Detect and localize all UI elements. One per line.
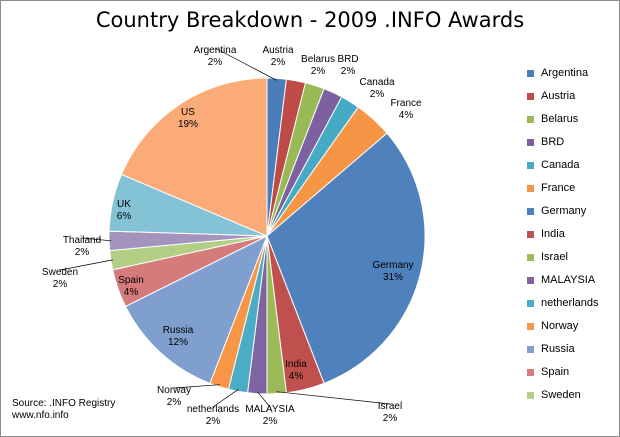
legend-label: Sweden — [541, 389, 581, 401]
slice-label-thailand: Thailand 2% — [63, 235, 101, 258]
legend-swatch — [527, 230, 534, 238]
legend-label: Norway — [541, 320, 579, 332]
chart-title: Country Breakdown - 2009 .INFO Awards — [95, 8, 525, 32]
legend-item-argentina: Argentina — [527, 65, 588, 81]
slice-label-argentina: Argentina 2% — [194, 45, 237, 68]
slice-label-sweden: Sweden 2% — [42, 267, 78, 290]
slice-label-spain: Spain 4% — [118, 275, 144, 298]
legend-swatch — [527, 276, 534, 284]
legend-item-netherlands: netherlands — [527, 295, 599, 311]
legend-label: Russia — [541, 343, 575, 355]
legend-swatch — [527, 69, 534, 77]
legend-label: Germany — [541, 205, 587, 217]
slice-label-germany: Germany 31% — [372, 260, 413, 283]
legend-swatch — [527, 345, 534, 353]
slice-label-canada: Canada 2% — [359, 77, 394, 100]
slice-russia — [124, 234, 268, 384]
legend-item-sweden: Sweden — [527, 387, 581, 403]
legend-item-malaysia: MALAYSIA — [527, 272, 595, 288]
slice-label-brd: BRD 2% — [337, 54, 358, 77]
leader-line-malaysia — [257, 391, 271, 408]
slice-label-france: France 4% — [390, 98, 422, 121]
legend-swatch — [527, 391, 534, 399]
leader-lines — [59, 47, 391, 408]
legend-swatch — [527, 115, 534, 123]
slice-label-netherlands: netherlands 2% — [187, 404, 239, 427]
pie-slices — [108, 77, 426, 395]
leader-line-thailand — [81, 237, 112, 242]
legend-item-russia: Russia — [527, 341, 575, 357]
legend-label: BRD — [541, 136, 565, 148]
legend-label: India — [541, 228, 565, 240]
slice-label-austria: Austria 2% — [262, 45, 294, 68]
leader-line-sweden — [59, 259, 113, 271]
legend-label: Austria — [541, 90, 576, 102]
slice-labels: Argentina 2% Austria 2% Belarus 2%BRD 2%Canada… — [42, 45, 422, 427]
slice-germany — [266, 132, 426, 384]
legend-label: Israel — [541, 251, 568, 263]
legend-item-norway: Norway — [527, 318, 578, 334]
legend-item-germany: Germany — [527, 203, 586, 219]
legend-label: Spain — [541, 366, 570, 378]
slice-label-israel: Israel 2% — [378, 401, 402, 424]
legend-swatch — [527, 368, 534, 376]
source-url: www.nfo.info — [12, 410, 69, 421]
source-note: Source: .INFO Registry www.nfo.info — [12, 398, 115, 422]
legend-label: France — [541, 182, 576, 194]
slice-label-belarus: Belarus 2% — [301, 54, 335, 77]
slice-label-russia: Russia 12% — [163, 325, 194, 348]
legend-swatch — [527, 184, 534, 192]
slice-label-india: India 4% — [285, 359, 307, 382]
legend-item-canada: Canada — [527, 157, 580, 173]
leader-line-israel — [276, 391, 391, 405]
legend-label: Canada — [541, 159, 580, 171]
legend-item-india: India — [527, 226, 565, 242]
legend-label: Belarus — [541, 113, 579, 125]
legend-swatch — [527, 207, 534, 215]
slice-label-malaysia: MALAYSIA 2% — [245, 404, 295, 427]
leader-line-norway — [173, 384, 220, 389]
legend-label: Argentina — [541, 67, 589, 79]
legend-item-spain: Spain — [527, 364, 569, 380]
legend-swatch — [527, 161, 534, 169]
legend-item-austria: Austria — [527, 88, 575, 104]
source-line: Source: .INFO Registry — [12, 398, 116, 409]
legend-swatch — [527, 253, 534, 261]
slice-label-norway: Norway 2% — [157, 385, 191, 408]
legend-item-belarus: Belarus — [527, 111, 578, 127]
legend-item-france: France — [527, 180, 575, 196]
legend-swatch — [527, 299, 534, 307]
leader-line-netherlands — [212, 389, 239, 408]
legend-label: MALAYSIA — [541, 274, 596, 286]
legend-swatch — [527, 92, 534, 100]
legend-item-brd: BRD — [527, 134, 564, 150]
slice-us — [120, 77, 268, 237]
legend-swatch — [527, 138, 534, 146]
legend-item-israel: Israel — [527, 249, 568, 265]
legend-label: netherlands — [541, 297, 599, 309]
slice-label-uk: UK 6% — [117, 199, 132, 222]
legend-swatch — [527, 322, 534, 330]
slice-label-us: US 19% — [178, 107, 198, 130]
leader-line-argentina — [214, 47, 277, 81]
